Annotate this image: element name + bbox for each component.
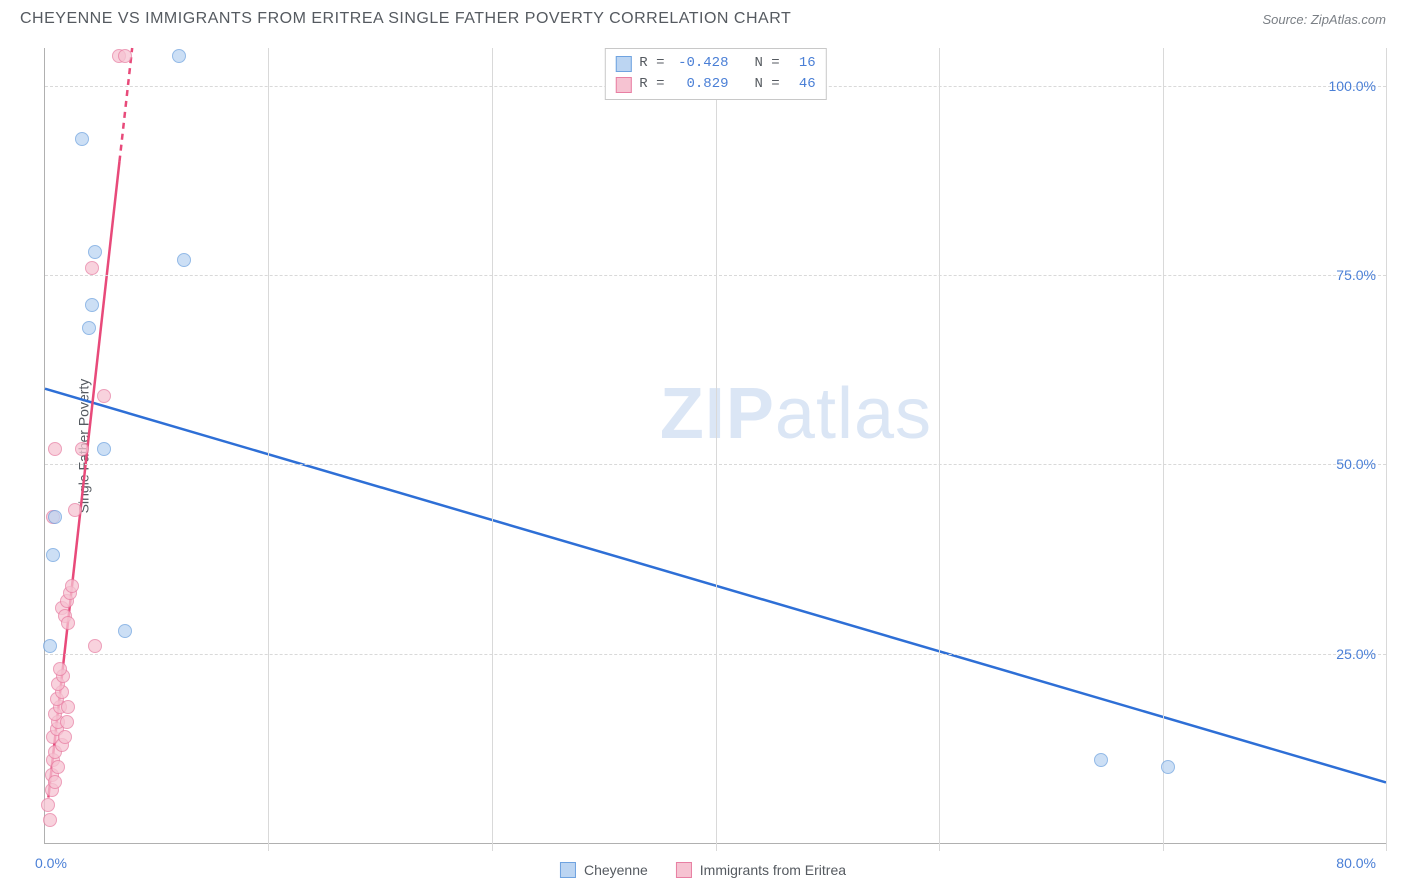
data-point-b: [118, 49, 132, 63]
data-point-a: [97, 442, 111, 456]
data-point-a: [172, 49, 186, 63]
data-point-a: [88, 245, 102, 259]
x-tick-max: 80.0%: [1336, 855, 1376, 871]
y-tick: 75.0%: [1336, 267, 1376, 283]
r-label: R =: [639, 74, 664, 95]
legend-item-a: Cheyenne: [560, 862, 648, 878]
data-point-b: [97, 389, 111, 403]
vgridline: [1386, 48, 1387, 851]
vgridline: [716, 48, 717, 851]
data-point-a: [46, 548, 60, 562]
data-point-a: [82, 321, 96, 335]
r-value-b: 0.829: [673, 74, 729, 95]
data-point-b: [53, 662, 67, 676]
data-point-a: [177, 253, 191, 267]
data-point-a: [1161, 760, 1175, 774]
data-point-b: [58, 730, 72, 744]
y-tick: 100.0%: [1329, 78, 1376, 94]
chart-header: CHEYENNE VS IMMIGRANTS FROM ERITREA SING…: [0, 0, 1406, 36]
data-point-a: [118, 624, 132, 638]
watermark-atlas: atlas: [775, 374, 932, 454]
n-value-b: 46: [788, 74, 816, 95]
scatter-chart: ZIPatlas R = -0.428 N = 16 R = 0.829 N =…: [44, 48, 1386, 844]
n-label: N =: [755, 74, 780, 95]
r-value-a: -0.428: [673, 53, 729, 74]
data-point-b: [60, 715, 74, 729]
series-a-name: Cheyenne: [584, 862, 648, 878]
legend-item-b: Immigrants from Eritrea: [676, 862, 846, 878]
y-tick: 50.0%: [1336, 456, 1376, 472]
swatch-cheyenne: [560, 862, 576, 878]
legend-row-b: R = 0.829 N = 46: [615, 74, 815, 95]
series-b-name: Immigrants from Eritrea: [700, 862, 846, 878]
vgridline: [492, 48, 493, 851]
n-label: N =: [755, 53, 780, 74]
vgridline: [268, 48, 269, 851]
source-name: ZipAtlas.com: [1311, 12, 1386, 27]
x-tick-min: 0.0%: [35, 855, 67, 871]
data-point-b: [48, 442, 62, 456]
source-label: Source:: [1262, 12, 1310, 27]
vgridline: [1163, 48, 1164, 851]
data-point-a: [43, 639, 57, 653]
data-point-a: [75, 132, 89, 146]
y-tick: 25.0%: [1336, 646, 1376, 662]
data-point-b: [43, 813, 57, 827]
data-point-b: [41, 798, 55, 812]
data-point-a: [48, 510, 62, 524]
data-point-b: [75, 442, 89, 456]
watermark-zip: ZIP: [660, 374, 775, 454]
data-point-a: [85, 298, 99, 312]
swatch-eritrea: [615, 77, 631, 93]
data-point-b: [65, 579, 79, 593]
data-point-b: [48, 775, 62, 789]
source-attribution: Source: ZipAtlas.com: [1262, 12, 1386, 27]
data-point-b: [88, 639, 102, 653]
correlation-legend: R = -0.428 N = 16 R = 0.829 N = 46: [604, 48, 826, 100]
legend-row-a: R = -0.428 N = 16: [615, 53, 815, 74]
swatch-eritrea: [676, 862, 692, 878]
data-point-b: [61, 616, 75, 630]
data-point-a: [1094, 753, 1108, 767]
data-point-b: [85, 261, 99, 275]
data-point-b: [51, 760, 65, 774]
watermark: ZIPatlas: [660, 373, 932, 455]
vgridline: [939, 48, 940, 851]
n-value-a: 16: [788, 53, 816, 74]
r-label: R =: [639, 53, 664, 74]
chart-title: CHEYENNE VS IMMIGRANTS FROM ERITREA SING…: [20, 10, 791, 28]
swatch-cheyenne: [615, 56, 631, 72]
data-point-b: [61, 700, 75, 714]
series-legend: Cheyenne Immigrants from Eritrea: [560, 862, 846, 878]
data-point-b: [68, 503, 82, 517]
